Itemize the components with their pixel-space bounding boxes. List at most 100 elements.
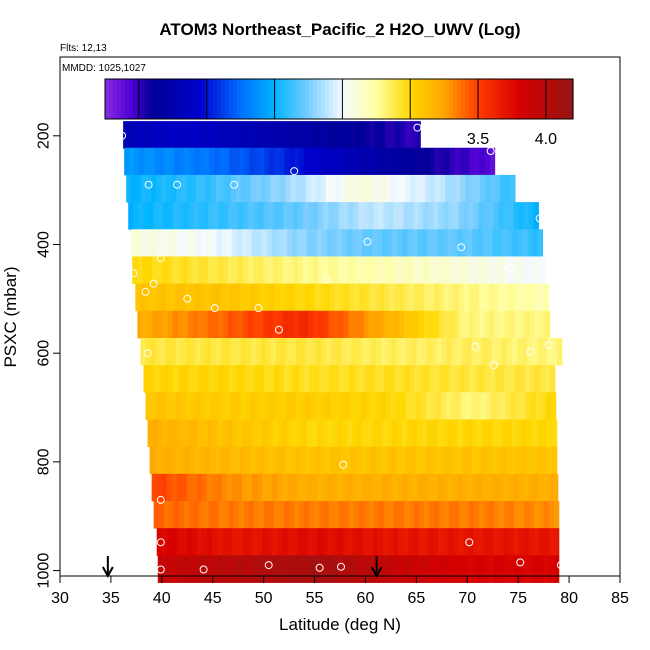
heatmap-cell [190,392,196,420]
heatmap-cell [434,310,440,339]
heatmap-cell [524,256,530,285]
heatmap-cell [347,528,354,556]
heatmap-cell [537,473,544,502]
colorbar-cell [373,79,378,119]
heatmap-cell [186,473,193,502]
heatmap-cell [465,392,472,420]
heatmap-cell [264,283,271,312]
heatmap-cell [350,174,356,203]
heatmap-cell [287,528,293,556]
heatmap-cell [372,419,378,448]
heatmap-cell [378,310,385,339]
heatmap-cell [429,147,436,176]
heatmap-cell [323,310,329,339]
colorbar-cell [473,79,478,119]
heatmap-cell [128,121,134,149]
heatmap-cell [464,147,471,176]
data-point [505,263,513,272]
heatmap-cell [426,446,432,475]
heatmap-cell [390,392,397,420]
heatmap-cell [159,147,165,176]
heatmap-cell [464,256,470,285]
heatmap-cell [504,365,511,393]
heatmap-cell [443,528,449,556]
colorbar-cell [513,79,518,119]
heatmap-cell [535,392,542,420]
heatmap-cell [403,310,410,339]
heatmap-cell [489,256,495,285]
heatmap-cell [149,147,155,176]
heatmap-cell [392,229,398,257]
heatmap-cell [500,174,506,203]
heatmap-cell [358,555,364,583]
heatmap-cell [410,174,416,203]
heatmap-cell [382,473,388,502]
heatmap-cell [518,555,525,583]
heatmap-cell [521,446,528,475]
heatmap-cell [440,174,446,203]
heatmap-cell [531,419,538,448]
heatmap-cell [501,446,507,475]
heatmap-cell [444,256,450,285]
heatmap-cell [165,337,171,366]
heatmap-cell [156,528,163,556]
colorbar-cell [413,79,418,119]
heatmap-cell [385,121,391,149]
heatmap-cell [421,446,427,475]
heatmap-cell [142,256,148,285]
colorbar-cell [557,79,562,119]
heatmap-cell [511,419,518,448]
heatmap-cell [392,473,398,502]
heatmap-cell [429,283,435,312]
heatmap-cell [529,365,536,393]
heatmap-cell [451,446,457,475]
heatmap-cell [494,310,500,339]
heatmap-cell [182,256,189,285]
x-tick-label: 30 [51,590,69,607]
heatmap-cell [539,310,546,339]
heatmap-cell [344,365,350,393]
heatmap-cell [133,121,139,149]
colorbar-cell [489,79,494,119]
heatmap-cell [541,419,548,448]
heatmap-cell [497,229,503,257]
heatmap-cell [219,446,226,475]
heatmap-cell [328,555,334,583]
heatmap-cell [314,365,320,393]
heatmap-cell [273,202,279,230]
heatmap-cell [232,555,239,583]
heatmap-cell [339,283,345,312]
heatmap-cell [148,365,154,393]
heatmap-cell [362,229,368,257]
heatmap-cell [245,337,252,366]
heatmap-cell [133,202,139,230]
heatmap-cell [416,337,422,366]
heatmap-cell [263,365,270,393]
data-point [526,347,535,356]
heatmap-cell [328,202,334,230]
heatmap-cell [533,528,540,556]
heatmap-cell [200,337,207,366]
colorbar-cell [141,79,146,119]
heatmap-cell [339,147,345,176]
heatmap-cell [501,337,508,366]
heatmap-cell [212,419,218,448]
heatmap-cell [378,202,384,230]
heatmap-cell [395,174,401,203]
data-point [339,460,348,469]
heatmap-cell [288,555,294,583]
heatmap-cell [404,147,411,176]
heatmap-cell [225,174,232,203]
heatmap-cell [553,501,560,529]
heatmap-cell [275,174,282,203]
colorbar-cell [565,79,570,119]
heatmap-cell [536,419,543,448]
heatmap-cell [335,392,342,420]
heatmap-cell [309,147,315,176]
x-tick-label: 45 [204,590,222,607]
heatmap-cell [423,528,429,556]
heatmap-cell [365,121,371,149]
heatmap-cell [364,283,370,312]
heatmap-cell [415,174,421,203]
plot-frame [59,56,621,577]
